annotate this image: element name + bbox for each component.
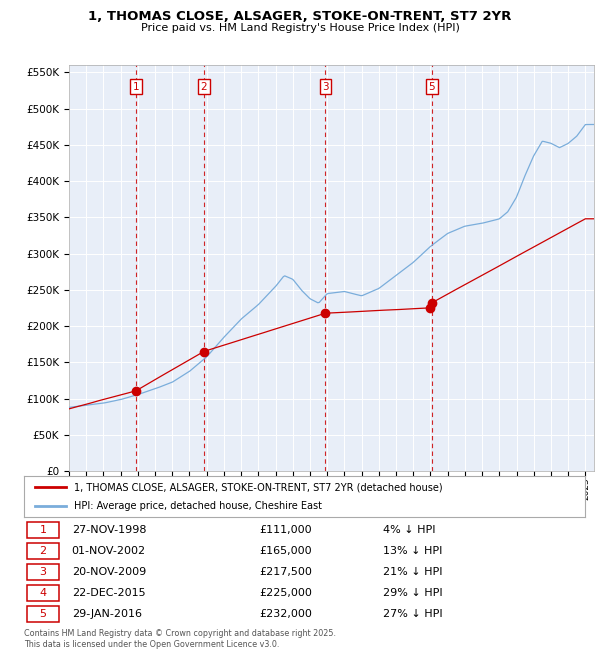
- Text: 13% ↓ HPI: 13% ↓ HPI: [383, 546, 442, 556]
- Text: 29-JAN-2016: 29-JAN-2016: [71, 608, 142, 619]
- Text: HPI: Average price, detached house, Cheshire East: HPI: Average price, detached house, Ches…: [74, 501, 322, 511]
- Text: 1: 1: [40, 525, 47, 536]
- Text: 2: 2: [40, 546, 47, 556]
- Text: 1, THOMAS CLOSE, ALSAGER, STOKE-ON-TRENT, ST7 2YR (detached house): 1, THOMAS CLOSE, ALSAGER, STOKE-ON-TRENT…: [74, 482, 443, 492]
- Text: 2: 2: [200, 82, 207, 92]
- Text: 29% ↓ HPI: 29% ↓ HPI: [383, 588, 443, 598]
- Text: 4: 4: [40, 588, 47, 598]
- Text: 1, THOMAS CLOSE, ALSAGER, STOKE-ON-TRENT, ST7 2YR: 1, THOMAS CLOSE, ALSAGER, STOKE-ON-TRENT…: [88, 10, 512, 23]
- Text: 27% ↓ HPI: 27% ↓ HPI: [383, 608, 443, 619]
- Text: 27-NOV-1998: 27-NOV-1998: [71, 525, 146, 536]
- Text: £165,000: £165,000: [260, 546, 312, 556]
- FancyBboxPatch shape: [27, 523, 59, 538]
- Text: 5: 5: [428, 82, 435, 92]
- Text: 22-DEC-2015: 22-DEC-2015: [71, 588, 145, 598]
- Text: 5: 5: [40, 608, 47, 619]
- Text: 3: 3: [40, 567, 47, 577]
- Text: Price paid vs. HM Land Registry's House Price Index (HPI): Price paid vs. HM Land Registry's House …: [140, 23, 460, 32]
- Text: £225,000: £225,000: [260, 588, 313, 598]
- Text: Contains HM Land Registry data © Crown copyright and database right 2025.
This d: Contains HM Land Registry data © Crown c…: [24, 629, 336, 649]
- Text: £217,500: £217,500: [260, 567, 313, 577]
- Text: 01-NOV-2002: 01-NOV-2002: [71, 546, 146, 556]
- Text: 21% ↓ HPI: 21% ↓ HPI: [383, 567, 443, 577]
- FancyBboxPatch shape: [27, 606, 59, 621]
- Text: £111,000: £111,000: [260, 525, 312, 536]
- Text: 20-NOV-2009: 20-NOV-2009: [71, 567, 146, 577]
- FancyBboxPatch shape: [27, 585, 59, 601]
- Text: £232,000: £232,000: [260, 608, 313, 619]
- Text: 3: 3: [322, 82, 329, 92]
- FancyBboxPatch shape: [27, 564, 59, 580]
- Text: 1: 1: [133, 82, 139, 92]
- FancyBboxPatch shape: [27, 543, 59, 559]
- Text: 4% ↓ HPI: 4% ↓ HPI: [383, 525, 436, 536]
